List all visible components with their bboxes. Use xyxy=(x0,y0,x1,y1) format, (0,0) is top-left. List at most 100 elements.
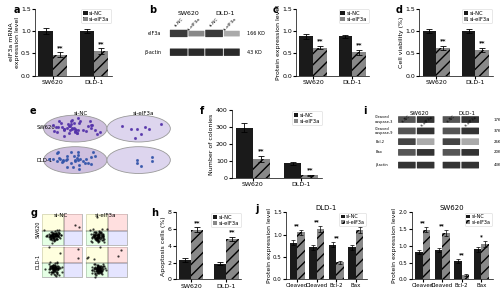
Point xyxy=(52,274,60,278)
Point xyxy=(54,230,62,235)
Point xyxy=(65,131,73,135)
Text: 43 KD: 43 KD xyxy=(247,50,262,55)
Point xyxy=(93,215,101,220)
Point xyxy=(88,268,96,272)
Point xyxy=(103,227,111,231)
Point xyxy=(88,235,96,240)
Point xyxy=(96,268,104,273)
Point xyxy=(68,117,76,122)
Text: eIF3a: eIF3a xyxy=(148,31,161,36)
Text: si-eIF3a: si-eIF3a xyxy=(187,17,202,31)
Point xyxy=(66,128,74,132)
Point xyxy=(86,228,94,232)
Point xyxy=(94,236,102,240)
Point xyxy=(117,248,125,252)
Point xyxy=(74,115,82,120)
Point xyxy=(94,234,102,238)
Text: *: * xyxy=(480,234,483,240)
Point xyxy=(96,245,104,250)
Point xyxy=(50,129,58,134)
Point xyxy=(50,266,58,270)
Point xyxy=(94,265,102,270)
Bar xyxy=(435,250,442,279)
Point xyxy=(49,234,57,239)
Point xyxy=(74,256,82,261)
Point xyxy=(94,233,102,238)
Point xyxy=(99,233,107,238)
Text: 37KD: 37KD xyxy=(494,129,500,133)
Bar xyxy=(64,231,82,245)
Text: β-actin: β-actin xyxy=(144,50,161,55)
Point xyxy=(91,264,99,269)
Point xyxy=(50,266,58,270)
FancyBboxPatch shape xyxy=(224,48,240,56)
Point xyxy=(90,272,98,276)
Point xyxy=(57,233,65,238)
Point xyxy=(50,267,58,272)
Bar xyxy=(462,275,469,279)
Point xyxy=(127,126,135,131)
Point xyxy=(91,262,99,266)
FancyBboxPatch shape xyxy=(462,116,479,123)
Point xyxy=(96,268,104,272)
Point xyxy=(137,163,145,168)
Ellipse shape xyxy=(107,147,170,173)
Point xyxy=(97,233,105,237)
Point xyxy=(46,264,54,269)
Bar xyxy=(42,214,64,231)
Point xyxy=(53,232,61,237)
Point xyxy=(102,266,110,271)
Point xyxy=(46,232,54,237)
Point xyxy=(52,232,60,237)
Text: **: ** xyxy=(229,229,235,234)
Point xyxy=(141,125,149,130)
Point xyxy=(52,231,60,236)
Point xyxy=(93,266,101,270)
Bar xyxy=(236,128,253,177)
Point xyxy=(98,267,106,272)
Legend: si-NC, si-eIF3a: si-NC, si-eIF3a xyxy=(462,10,492,23)
Point xyxy=(50,232,58,236)
Point xyxy=(48,235,56,240)
Point xyxy=(94,235,102,239)
Point xyxy=(94,239,102,244)
Point xyxy=(54,266,62,271)
Bar xyxy=(86,247,108,264)
Point xyxy=(92,236,100,241)
Point xyxy=(56,230,64,235)
Text: si-eIF3a: si-eIF3a xyxy=(94,213,116,218)
Bar xyxy=(462,31,475,76)
Point xyxy=(54,230,62,235)
Point xyxy=(84,160,92,165)
Point xyxy=(51,266,59,270)
Point xyxy=(92,267,100,271)
Point xyxy=(52,270,60,275)
Point xyxy=(98,238,106,242)
FancyBboxPatch shape xyxy=(170,30,188,37)
Title: DLD-1: DLD-1 xyxy=(316,204,337,211)
FancyBboxPatch shape xyxy=(442,149,460,156)
Point xyxy=(48,266,56,270)
Point xyxy=(96,267,104,272)
Point xyxy=(100,264,108,269)
Point xyxy=(48,266,56,271)
Point xyxy=(79,128,87,132)
Text: **: ** xyxy=(440,39,446,43)
Point xyxy=(90,269,98,274)
Point xyxy=(52,234,60,238)
Point xyxy=(48,232,56,237)
Point xyxy=(90,231,98,236)
Point xyxy=(53,237,61,241)
Point xyxy=(98,265,106,269)
Point xyxy=(100,233,108,238)
Point xyxy=(97,264,105,269)
Bar xyxy=(253,159,270,177)
Point xyxy=(94,239,102,244)
FancyBboxPatch shape xyxy=(442,138,460,145)
FancyBboxPatch shape xyxy=(462,149,479,156)
Bar xyxy=(42,231,64,245)
Point xyxy=(98,268,106,272)
Point xyxy=(83,256,91,260)
Point xyxy=(43,233,51,238)
Point xyxy=(96,265,104,269)
